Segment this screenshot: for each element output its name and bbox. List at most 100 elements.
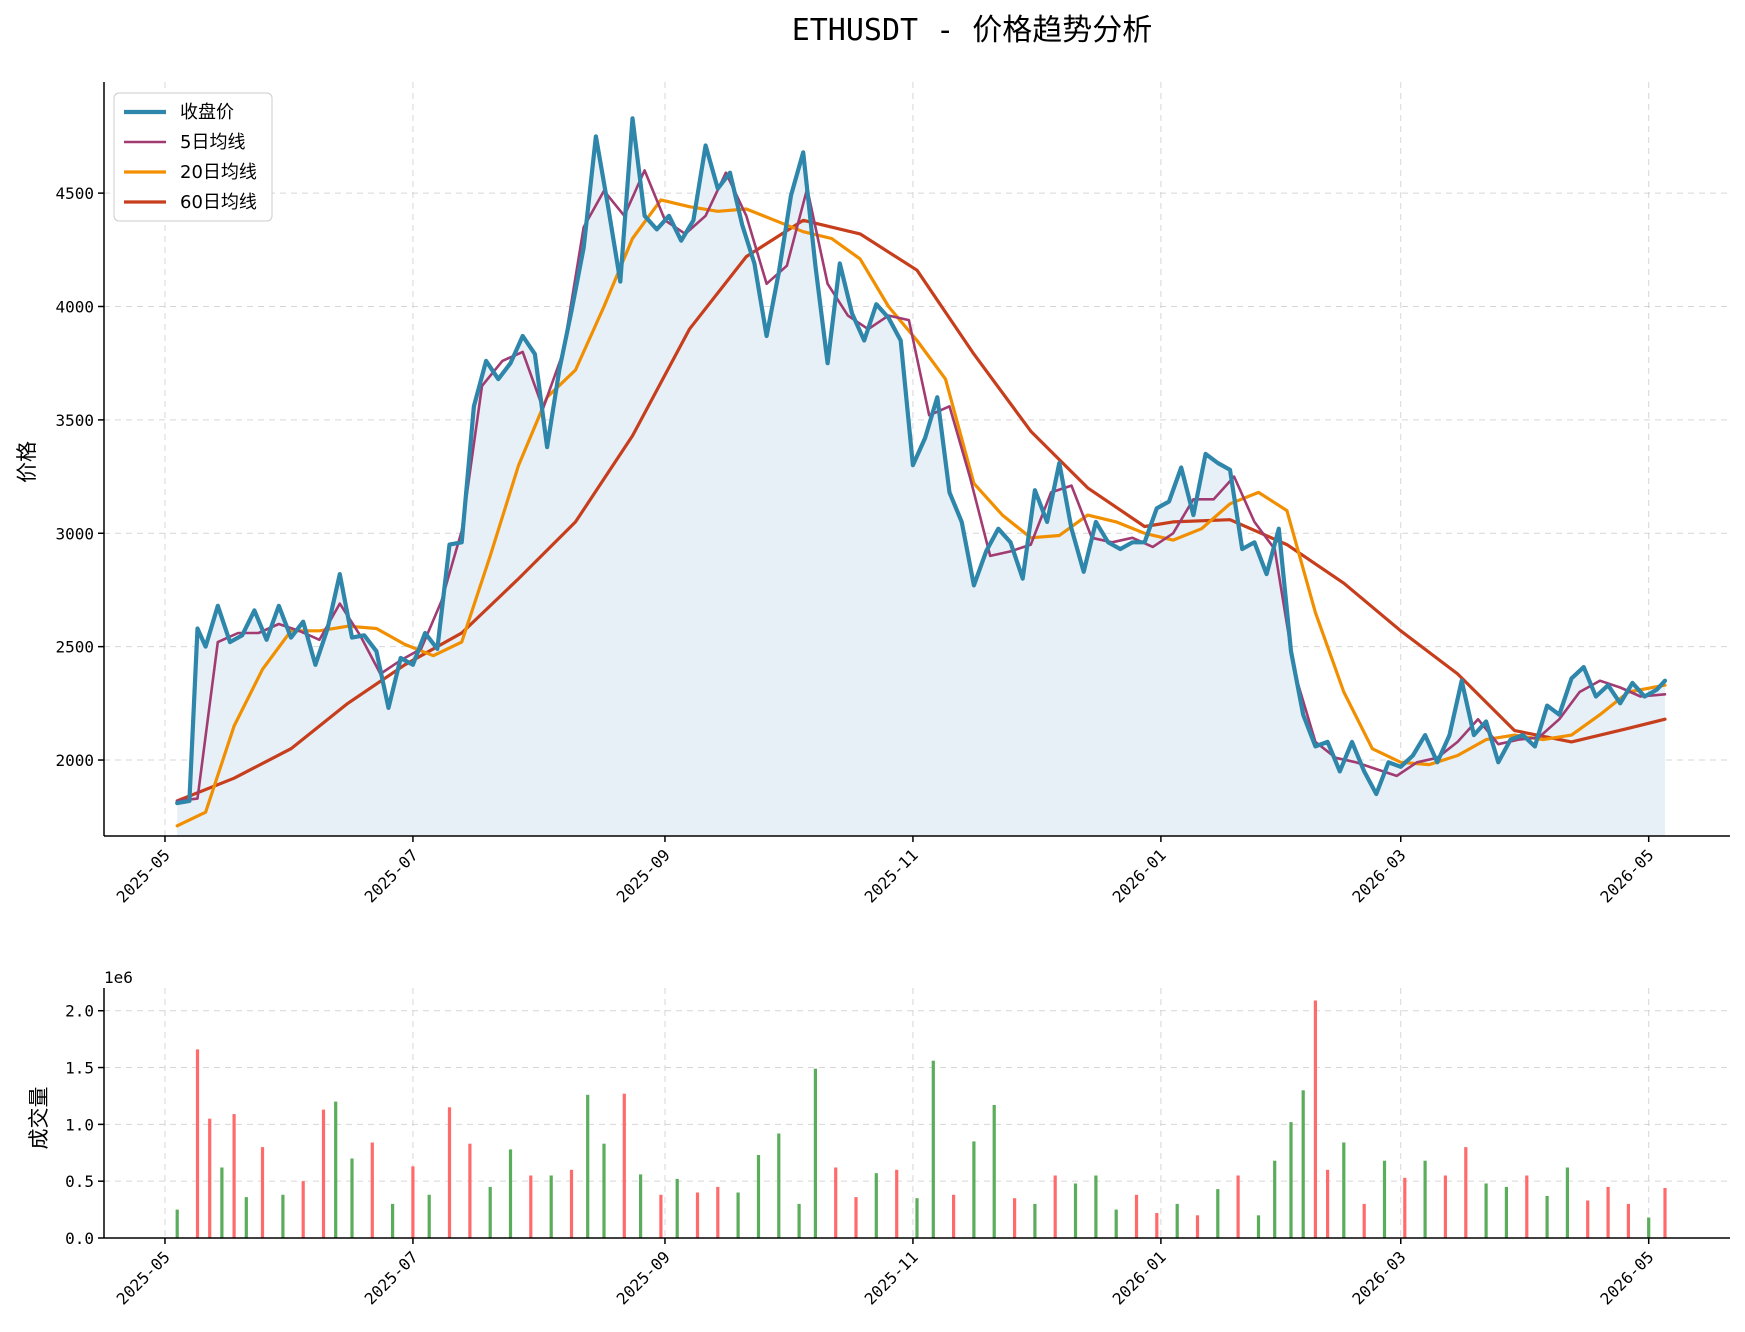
volume-bar xyxy=(350,1158,354,1238)
volume-bar xyxy=(716,1186,720,1238)
volume-bar xyxy=(447,1107,452,1238)
volume-bar xyxy=(813,1068,817,1238)
volume-bar xyxy=(1464,1147,1468,1238)
volume-bar xyxy=(427,1194,431,1238)
volume-bar xyxy=(1362,1203,1366,1238)
volume-bar xyxy=(854,1197,858,1238)
chart-title: ETHUSDT - 价格趋势分析 xyxy=(792,13,1153,48)
volume-bar xyxy=(370,1142,374,1238)
volume-bar xyxy=(1289,1122,1293,1238)
volume-bar xyxy=(208,1118,212,1238)
volume-y-ticks: 0.0 0.5 1.0 1.5 2.0 xyxy=(65,1002,104,1248)
volume-bar xyxy=(1175,1203,1179,1238)
volume-bar xyxy=(1073,1183,1078,1238)
volume-bar xyxy=(1565,1167,1569,1238)
volume-bar xyxy=(508,1149,513,1238)
volume-bar xyxy=(411,1166,415,1238)
price-x-tick-label: 2025-09 xyxy=(613,845,674,906)
legend: 收盘价 5日均线 20日均线 60日均线 xyxy=(113,92,273,222)
volume-bar xyxy=(931,1060,935,1238)
volume-bar xyxy=(659,1194,663,1238)
volume-bar xyxy=(1663,1188,1667,1238)
volume-bar xyxy=(1525,1175,1529,1238)
volume-bar xyxy=(1114,1209,1118,1238)
volume-bar xyxy=(301,1181,305,1238)
volume-bar xyxy=(569,1169,574,1238)
price-x-tick-label: 2025-05 xyxy=(113,845,174,906)
price-y-tick-label: 2000 xyxy=(55,751,94,770)
volume-bar xyxy=(1545,1196,1549,1238)
volume-x-tick-label: 2025-07 xyxy=(361,1247,422,1308)
volume-x-tick-label: 2026-03 xyxy=(1348,1247,1409,1308)
volume-axes xyxy=(103,988,1730,1239)
volume-bar xyxy=(1647,1217,1651,1238)
volume-y-tick-label: 2.0 xyxy=(65,1002,94,1021)
volume-bar xyxy=(695,1192,700,1238)
price-x-tick-label: 2026-01 xyxy=(1109,845,1170,906)
volume-bar xyxy=(195,1049,200,1238)
volume-x-tick-label: 2025-11 xyxy=(861,1247,922,1308)
price-y-tick-label: 3500 xyxy=(55,411,94,430)
volume-bar xyxy=(1382,1160,1387,1238)
volume-bar xyxy=(915,1198,919,1238)
volume-bar xyxy=(602,1143,606,1238)
volume-panel: 0.00.51.01.52.0 2025-05 2025-07 2025-09 202… xyxy=(27,968,1730,1309)
volume-bar xyxy=(756,1155,761,1238)
volume-bar xyxy=(797,1203,801,1238)
volume-bar xyxy=(334,1101,338,1238)
volume-bar xyxy=(1423,1160,1427,1238)
ma60-line xyxy=(175,218,1667,803)
volume-bar xyxy=(834,1167,838,1238)
price-y-tick-label: 3000 xyxy=(55,524,94,543)
volume-bar xyxy=(1626,1203,1630,1238)
volume-bar xyxy=(1403,1177,1407,1238)
price-y-ticks: 2000 2500 3000 3500 4000 4500 xyxy=(55,184,104,770)
price-x-tick-label: 2026-03 xyxy=(1348,845,1409,906)
volume-bar xyxy=(260,1147,265,1238)
volume-bar xyxy=(1216,1189,1220,1238)
volume-bar xyxy=(1606,1186,1610,1238)
volume-bar xyxy=(1301,1090,1305,1238)
volume-bar xyxy=(232,1114,236,1238)
volume-x-ticks: 2025-05 2025-07 2025-09 2025-11 2026-01 2026-… xyxy=(113,1238,1658,1309)
legend-box xyxy=(113,92,273,222)
ma5-line xyxy=(175,169,1667,803)
volume-scale-label: 1e6 xyxy=(104,968,133,987)
volume-bar xyxy=(244,1197,248,1238)
volume-bar xyxy=(175,1209,179,1238)
price-x-tick-label: 2025-11 xyxy=(861,845,922,906)
volume-bar xyxy=(1094,1175,1098,1238)
volume-y-tick-label: 0.0 xyxy=(65,1229,94,1248)
volume-bar xyxy=(529,1175,533,1238)
volume-bar xyxy=(777,1133,781,1238)
volume-x-tick-label: 2026-05 xyxy=(1596,1247,1657,1308)
close-price-fill-area xyxy=(177,118,1666,837)
volume-bar xyxy=(586,1094,590,1238)
price-x-tick-label: 2026-05 xyxy=(1596,845,1657,906)
volume-y-tick-label: 1.0 xyxy=(65,1115,94,1134)
volume-x-tick-label: 2025-09 xyxy=(613,1247,674,1308)
price-axes xyxy=(103,82,1730,837)
volume-y-tick-label: 1.5 xyxy=(65,1059,94,1078)
price-y-tick-label: 4500 xyxy=(55,184,94,203)
volume-bar xyxy=(639,1174,643,1238)
volume-bar xyxy=(1326,1169,1330,1238)
volume-y-tick-label: 0.5 xyxy=(65,1172,94,1191)
close-price-line xyxy=(175,116,1668,806)
volume-bar xyxy=(391,1203,395,1238)
volume-bar xyxy=(1134,1194,1139,1238)
price-x-ticks: 2025-05 2025-07 2025-09 2025-11 2026-01 2026-… xyxy=(113,836,1658,907)
volume-bar xyxy=(1586,1200,1590,1238)
volume-bar xyxy=(874,1173,878,1238)
volume-bar xyxy=(1013,1198,1017,1238)
volume-bar xyxy=(972,1141,976,1238)
volume-bar xyxy=(281,1194,285,1238)
volume-bar xyxy=(1155,1213,1159,1238)
volume-bar xyxy=(468,1143,472,1238)
volume-bar xyxy=(895,1169,899,1238)
volume-bars xyxy=(175,1000,1667,1238)
volume-bar xyxy=(1236,1175,1240,1238)
volume-bar xyxy=(1443,1175,1447,1238)
